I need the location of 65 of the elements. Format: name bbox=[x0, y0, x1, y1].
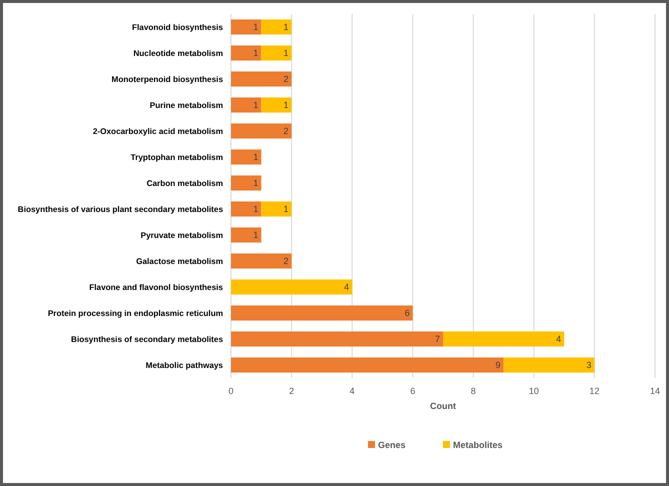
data-label: 1 bbox=[284, 100, 289, 110]
bar bbox=[261, 97, 292, 113]
data-label: 7 bbox=[434, 334, 440, 344]
data-label: 1 bbox=[253, 204, 258, 214]
bar bbox=[261, 201, 292, 217]
y-tick-label: Monoterpenoid biosynthesis bbox=[112, 74, 224, 84]
data-label: 1 bbox=[253, 48, 258, 58]
bar bbox=[231, 253, 292, 269]
bar bbox=[231, 123, 292, 139]
data-label: 4 bbox=[556, 334, 562, 344]
data-label: 1 bbox=[253, 152, 258, 162]
y-tick-label: Tryptophan metabolism bbox=[130, 152, 223, 162]
data-label: 3 bbox=[586, 360, 592, 370]
bar bbox=[443, 331, 564, 347]
y-tick-label: Carbon metabolism bbox=[146, 178, 223, 188]
data-label: 4 bbox=[344, 282, 350, 292]
x-tick-label: 0 bbox=[228, 386, 234, 396]
bar bbox=[231, 175, 262, 191]
data-label: 1 bbox=[284, 48, 289, 58]
bar bbox=[231, 71, 292, 87]
bar bbox=[231, 45, 262, 61]
bar bbox=[231, 19, 262, 35]
bar bbox=[231, 279, 352, 295]
bar bbox=[231, 97, 262, 113]
data-label: 6 bbox=[404, 308, 410, 318]
data-label: 1 bbox=[253, 178, 258, 188]
data-label: 2 bbox=[284, 256, 289, 266]
bar bbox=[261, 19, 292, 35]
data-label: 1 bbox=[253, 100, 258, 110]
y-tick-label: Nucleotide metabolism bbox=[133, 48, 223, 58]
data-label: 2 bbox=[284, 126, 289, 136]
x-tick-label: 6 bbox=[410, 386, 416, 396]
data-label: 1 bbox=[284, 204, 289, 214]
y-tick-label: Protein processing in endoplasmic reticulum bbox=[48, 308, 223, 318]
bar bbox=[231, 201, 262, 217]
y-tick-label: Flavonoid biosynthesis bbox=[132, 22, 224, 32]
x-tick-label: 8 bbox=[470, 386, 476, 396]
y-tick-label: Purine metabolism bbox=[150, 100, 223, 110]
legend-label: Metabolites bbox=[453, 440, 503, 450]
x-tick-label: 12 bbox=[589, 386, 600, 396]
y-tick-label: 2-Oxocarboxylic acid metabolism bbox=[92, 126, 223, 136]
y-tick-label: Flavone and flavonol biosynthesis bbox=[89, 282, 224, 292]
bar bbox=[231, 227, 262, 243]
y-tick-label: Galactose metabolism bbox=[136, 256, 223, 266]
bar bbox=[231, 149, 262, 165]
x-tick-label: 10 bbox=[528, 386, 539, 396]
x-tick-label: 4 bbox=[350, 386, 355, 396]
x-tick-label: 14 bbox=[650, 386, 660, 396]
bar bbox=[231, 357, 504, 373]
y-tick-label: Biosynthesis of secondary metabolites bbox=[71, 334, 224, 344]
data-label: 2 bbox=[284, 74, 289, 84]
data-label: 1 bbox=[253, 230, 258, 240]
bar bbox=[231, 305, 413, 321]
x-axis-title: Count bbox=[430, 401, 456, 411]
bar bbox=[261, 45, 292, 61]
x-tick-label: 2 bbox=[289, 386, 294, 396]
data-label: 9 bbox=[496, 360, 501, 370]
legend-label: Genes bbox=[378, 440, 406, 450]
bar bbox=[504, 357, 594, 373]
data-label: 1 bbox=[284, 22, 289, 32]
y-tick-label: Biosynthesis of various plant secondary metabolites bbox=[18, 204, 224, 214]
data-label: 1 bbox=[253, 22, 258, 32]
y-tick-label: Metabolic pathways bbox=[146, 360, 224, 370]
bar bbox=[231, 331, 443, 347]
y-tick-label: Pyruvate metabolism bbox=[140, 230, 223, 240]
